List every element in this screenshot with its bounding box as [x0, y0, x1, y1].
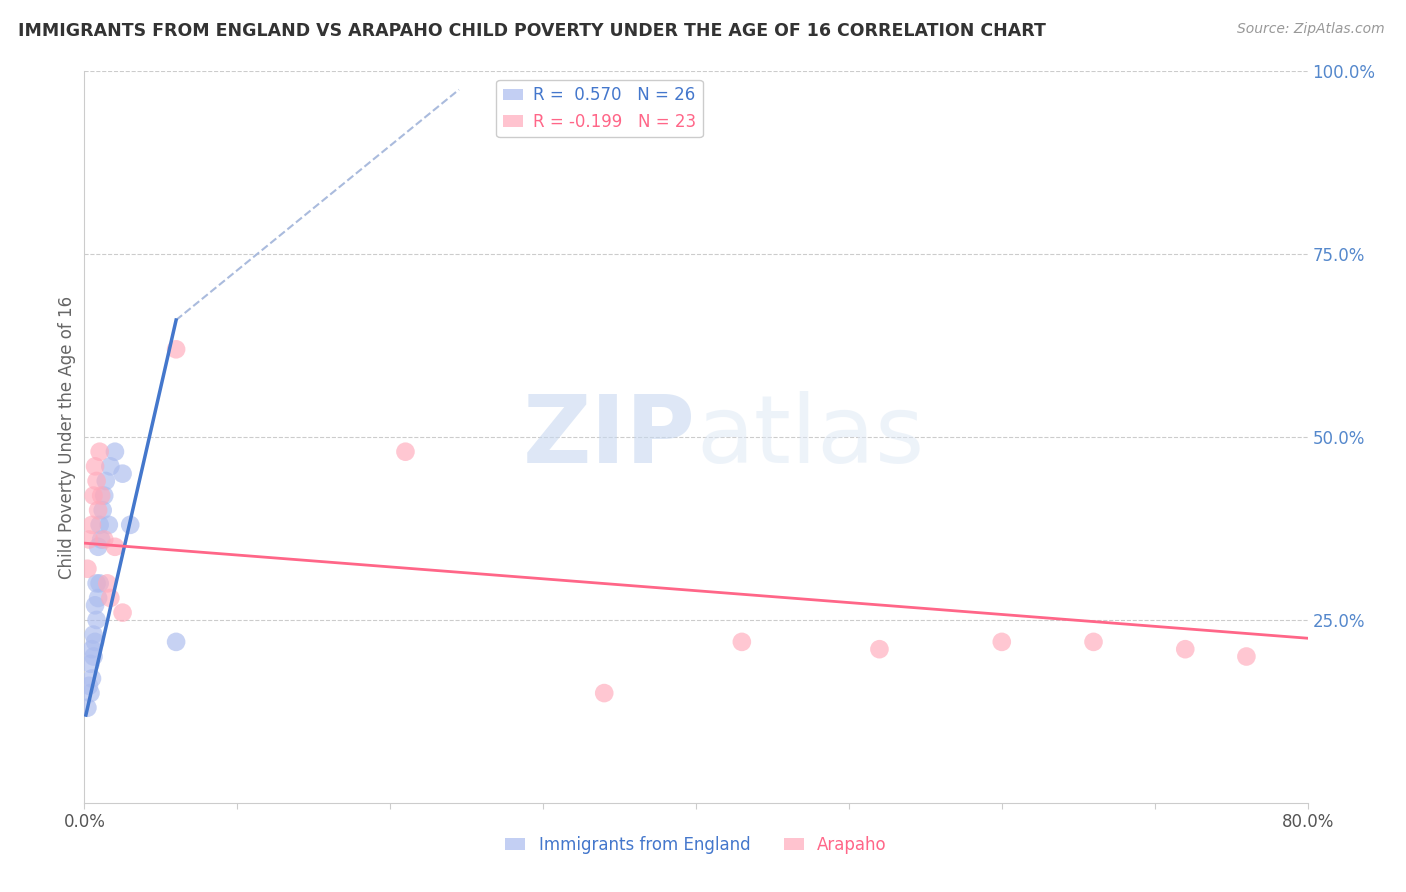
- Text: atlas: atlas: [696, 391, 924, 483]
- Point: [83, 649, 105, 664]
- Point: [90, 489, 112, 503]
- Point: [94, 474, 117, 488]
- Point: [84, 635, 107, 649]
- Point: [98, 591, 121, 605]
- Point: [869, 642, 891, 657]
- Point: [394, 444, 416, 458]
- Text: ZIP: ZIP: [523, 391, 696, 483]
- Point: [84, 459, 107, 474]
- Point: [83, 489, 105, 503]
- Y-axis label: Child Poverty Under the Age of 16: Child Poverty Under the Age of 16: [58, 295, 76, 579]
- Point: [89, 576, 111, 591]
- Point: [991, 635, 1014, 649]
- Point: [1174, 642, 1197, 657]
- Point: [593, 686, 616, 700]
- Point: [87, 540, 110, 554]
- Point: [1083, 635, 1105, 649]
- Point: [165, 343, 187, 357]
- Point: [104, 444, 127, 458]
- Point: [731, 635, 754, 649]
- Point: [79, 657, 101, 671]
- Point: [93, 489, 115, 503]
- Point: [97, 517, 120, 532]
- Text: Source: ZipAtlas.com: Source: ZipAtlas.com: [1237, 22, 1385, 37]
- Point: [111, 467, 134, 481]
- Point: [120, 517, 142, 532]
- Text: IMMIGRANTS FROM ENGLAND VS ARAPAHO CHILD POVERTY UNDER THE AGE OF 16 CORRELATION: IMMIGRANTS FROM ENGLAND VS ARAPAHO CHILD…: [18, 22, 1046, 40]
- Point: [86, 474, 108, 488]
- Point: [165, 635, 187, 649]
- Point: [89, 517, 111, 532]
- Point: [91, 503, 114, 517]
- Legend: Immigrants from England, Arapaho: Immigrants from England, Arapaho: [499, 829, 893, 860]
- Point: [80, 517, 103, 532]
- Point: [1236, 649, 1258, 664]
- Point: [87, 503, 110, 517]
- Point: [104, 540, 127, 554]
- Point: [79, 686, 101, 700]
- Point: [96, 576, 118, 591]
- Point: [111, 606, 134, 620]
- Point: [77, 533, 100, 547]
- Point: [86, 613, 108, 627]
- Point: [76, 700, 98, 714]
- Point: [84, 599, 107, 613]
- Point: [86, 576, 108, 591]
- Point: [77, 679, 100, 693]
- Point: [83, 627, 105, 641]
- Point: [98, 459, 121, 474]
- Point: [90, 533, 112, 547]
- Point: [89, 444, 111, 458]
- Point: [87, 591, 110, 605]
- Point: [93, 533, 115, 547]
- Point: [76, 562, 98, 576]
- Point: [80, 672, 103, 686]
- Point: [80, 642, 103, 657]
